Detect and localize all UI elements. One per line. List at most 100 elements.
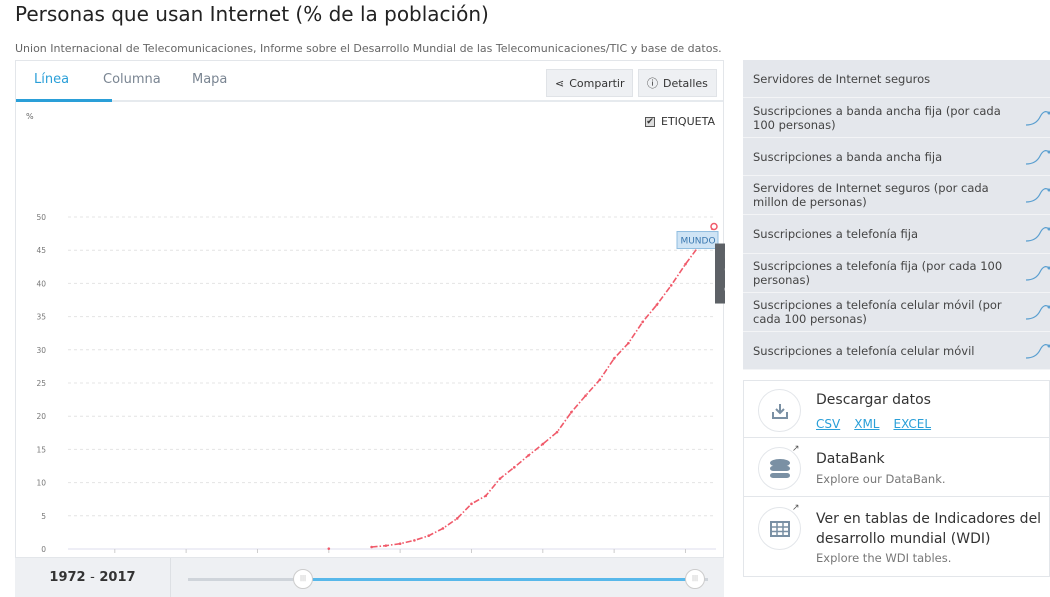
data-point	[470, 502, 473, 506]
data-point	[384, 544, 388, 547]
csv-link[interactable]: CSV	[816, 417, 841, 431]
tooltip-box	[715, 243, 725, 304]
share-button[interactable]: ⋖ Compartir	[546, 69, 634, 97]
sparkline-icon	[1025, 227, 1050, 242]
y-tick-label: 20	[36, 412, 46, 421]
data-point	[598, 378, 602, 381]
range-fill	[303, 578, 693, 581]
data-point	[710, 222, 718, 231]
data-point	[669, 284, 673, 287]
time-range-bar: 1972 - 2017 ||| |||	[15, 558, 724, 597]
tab-map[interactable]: Mapa	[192, 72, 228, 87]
related-indicator-item[interactable]: Suscripciones a telefonía fija (por cada…	[743, 254, 1050, 293]
download-title: Descargar datos	[816, 392, 931, 408]
databank-link[interactable]: ↗ DataBank Explore our DataBank.	[744, 438, 1049, 497]
page-title: Personas que usan Internet (% de la pobl…	[15, 2, 489, 26]
y-tick-label: 30	[36, 346, 46, 355]
y-tick-label: 50	[36, 213, 46, 222]
data-point	[684, 262, 687, 266]
sparkline-icon	[1025, 149, 1050, 165]
related-indicator-label: Suscripciones a telefonía celular móvil	[753, 343, 975, 358]
series-label-box	[676, 231, 719, 250]
related-indicator-item[interactable]: Suscripciones a telefonía celular móvil …	[743, 293, 1050, 332]
external-link-icon: ↗	[792, 503, 800, 513]
tab-line[interactable]: Línea	[34, 72, 70, 87]
sparkline-icon	[1025, 343, 1050, 359]
related-indicator-item[interactable]: Suscripciones a banda ancha fija (por ca…	[743, 98, 1050, 138]
details-button[interactable]: ⓘ Detalles	[638, 69, 717, 97]
wdi-title: Ver en tablas de Indicadores del desarro…	[816, 511, 1042, 547]
data-point	[512, 466, 516, 469]
data-point	[541, 442, 545, 446]
data-point	[527, 454, 530, 457]
line-chart: %051015202530354045501975198019851990199…	[26, 112, 725, 554]
data-point	[413, 539, 416, 542]
share-icon: ⋖	[555, 76, 565, 90]
related-indicator-item[interactable]: Suscripciones a telefonía fija	[743, 215, 1050, 254]
series-label: MUNDO	[680, 237, 715, 247]
y-tick-label: 0	[41, 545, 46, 554]
excel-link[interactable]: EXCEL	[893, 417, 932, 431]
range-handle-end[interactable]: |||	[685, 569, 705, 589]
related-indicator-item[interactable]: Servidores de Internet seguros (por cada…	[743, 176, 1050, 215]
checkbox-icon[interactable]: ✔	[645, 116, 655, 127]
data-point	[612, 357, 616, 360]
data-point	[441, 527, 445, 530]
label-toggle[interactable]: ✔ ETIQUETA	[645, 115, 715, 128]
data-point	[655, 303, 659, 306]
related-indicator-label: Servidores de Internet seguros	[753, 71, 931, 86]
tooltip-year: (2017)	[724, 265, 725, 276]
details-label: Detalles	[663, 76, 708, 90]
related-indicator-label: Servidores de Internet seguros (por cada…	[753, 181, 989, 209]
series-line	[371, 226, 715, 548]
wdi-link[interactable]: ↗ Ver en tablas de Indicadores del desar…	[744, 497, 1049, 577]
sparkline-icon	[1025, 188, 1050, 203]
data-point	[370, 545, 373, 549]
sparkline-icon	[1025, 110, 1050, 126]
related-indicator-label: Suscripciones a telefonía fija (por cada…	[753, 259, 1003, 287]
active-tab-indicator	[16, 99, 112, 102]
related-indicator-item[interactable]: Suscripciones a telefonía celular móvil	[743, 332, 1050, 370]
resources-panel: Descargar datos CSV XML EXCEL ↗ DataBank E…	[743, 380, 1050, 577]
data-point	[584, 394, 587, 397]
data-point	[484, 494, 488, 498]
data-point	[327, 547, 331, 550]
data-point	[455, 517, 459, 520]
data-point	[570, 410, 573, 414]
range-end: 2017	[99, 570, 136, 585]
y-tick-label: 5	[41, 512, 46, 521]
databank-title: DataBank	[816, 451, 885, 467]
tab-column[interactable]: Columna	[103, 72, 161, 87]
range-start: 1972	[49, 570, 86, 585]
chart-tabs: Línea Columna Mapa ⋖ Compartir ⓘ Detalles	[16, 61, 723, 102]
download-data: Descargar datos CSV XML EXCEL	[744, 381, 1049, 438]
data-point	[427, 534, 430, 538]
databank-subtitle: Explore our DataBank.	[816, 472, 946, 486]
database-icon	[758, 447, 801, 490]
data-point	[627, 341, 630, 345]
data-point	[555, 430, 559, 434]
related-indicator-item[interactable]: Suscripciones a banda ancha fija	[743, 138, 1050, 176]
related-indicator-label: Suscripciones a telefonía fija	[753, 227, 919, 241]
related-indicator-item[interactable]: Servidores de Internet seguros	[743, 60, 1050, 98]
y-tick-label: 40	[36, 279, 46, 288]
y-tick-label: 25	[36, 379, 46, 388]
y-tick-label: 35	[36, 313, 46, 322]
related-indicator-label: Suscripciones a banda ancha fija	[753, 149, 943, 164]
range-slider[interactable]: ||| |||	[188, 569, 708, 589]
related-indicator-label: Suscripciones a banda ancha fija (por ca…	[753, 103, 1001, 132]
y-tick-label: 45	[36, 246, 46, 255]
y-axis-label: %	[26, 112, 34, 121]
xml-link[interactable]: XML	[854, 417, 880, 431]
tooltip-value: 48,565	[724, 279, 725, 297]
external-link-icon: ↗	[792, 444, 800, 454]
range-label: 1972 - 2017	[15, 558, 171, 597]
label-toggle-text: ETIQUETA	[661, 115, 715, 128]
range-sep: -	[90, 570, 95, 585]
data-point	[641, 320, 644, 324]
share-label: Compartir	[569, 76, 625, 90]
y-tick-label: 10	[36, 479, 46, 488]
range-handle-start[interactable]: |||	[293, 569, 313, 589]
sparkline-icon	[1025, 305, 1050, 320]
tooltip-series: Mundo	[724, 251, 725, 262]
